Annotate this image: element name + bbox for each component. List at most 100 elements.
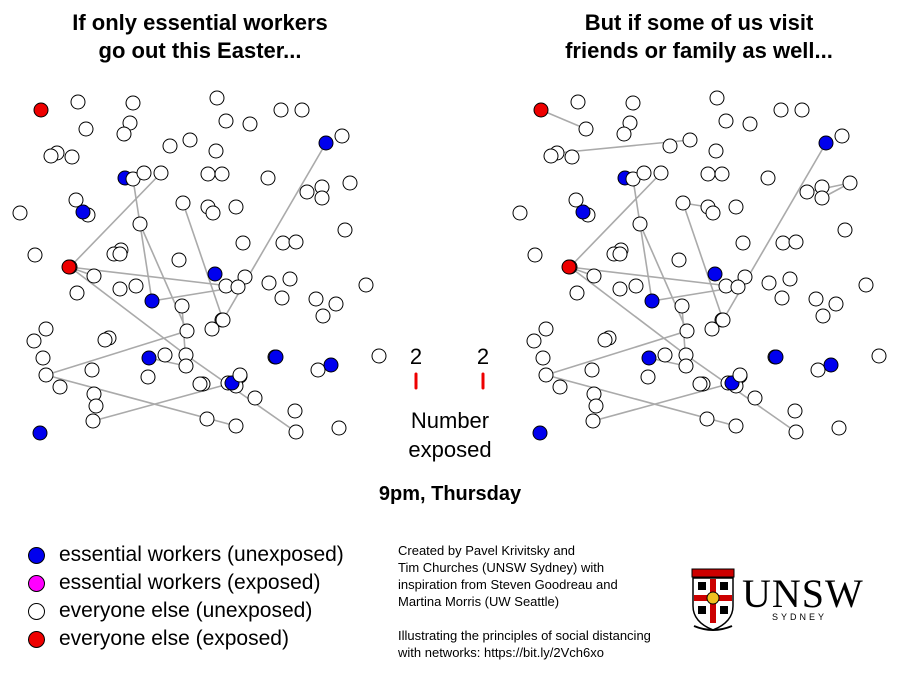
other-unexposed-node (788, 424, 804, 440)
credits-line: Illustrating the principles of social di… (398, 628, 651, 643)
contact-edge (540, 109, 587, 130)
other-unexposed-node (568, 192, 584, 208)
other-unexposed-node (728, 418, 744, 434)
other-unexposed-node (708, 143, 724, 159)
contact-edge (185, 354, 297, 433)
other-unexposed-node (287, 403, 303, 419)
essential-unexposed-node (768, 349, 784, 365)
other-unexposed-node (625, 95, 641, 111)
other-unexposed-node (273, 102, 289, 118)
other-unexposed-node (182, 132, 198, 148)
other-unexposed-node (730, 279, 746, 295)
contact-edge (69, 266, 187, 356)
other-unexposed-node (584, 362, 600, 378)
other-exposed-node (533, 102, 549, 118)
logo-wordmark: UNSW (742, 571, 864, 616)
credits-attribution: Created by Pavel Krivitsky and Tim Churc… (398, 542, 688, 610)
other-unexposed-node (208, 143, 224, 159)
other-unexposed-node (52, 379, 68, 395)
legend-item: essential workers (exposed) (28, 569, 344, 597)
essential-unexposed-node (707, 266, 723, 282)
other-unexposed-node (714, 166, 730, 182)
other-exposed-dot-icon (28, 630, 45, 648)
counter-label-line-1: Number (411, 408, 489, 433)
essential-unexposed-dot-icon (28, 546, 45, 564)
other-unexposed-node (328, 296, 344, 312)
other-unexposed-node (192, 376, 208, 392)
legend-label: essential workers (unexposed) (59, 543, 344, 566)
contact-edge (69, 172, 162, 268)
essential-unexposed-node (532, 425, 548, 441)
other-unexposed-node (597, 332, 613, 348)
other-unexposed-node (218, 113, 234, 129)
other-unexposed-node (230, 279, 246, 295)
left-count: 2 (410, 344, 422, 369)
other-unexposed-node (810, 362, 826, 378)
other-unexposed-node (728, 199, 744, 215)
legend-item: everyone else (unexposed) (28, 597, 344, 625)
other-unexposed-node (132, 216, 148, 232)
other-unexposed-node (43, 148, 59, 164)
essential-exposed-dot-icon (28, 574, 45, 592)
contact-edge (592, 382, 733, 422)
other-unexposed-node (653, 165, 669, 181)
other-unexposed-node (535, 350, 551, 366)
other-unexposed-node (128, 278, 144, 294)
contact-edge (682, 202, 724, 321)
other-unexposed-node (38, 367, 54, 383)
other-exposed-node (61, 259, 77, 275)
other-unexposed-node (288, 424, 304, 440)
other-unexposed-node (85, 413, 101, 429)
other-unexposed-node (232, 367, 248, 383)
other-unexposed-node (247, 390, 263, 406)
credits: Created by Pavel Krivitsky and Tim Churc… (398, 542, 688, 678)
left-title-line-1: If only essential workers (72, 10, 328, 35)
other-unexposed-node (718, 113, 734, 129)
other-unexposed-node (157, 347, 173, 363)
essential-unexposed-node (268, 349, 284, 365)
essential-unexposed-node (644, 293, 660, 309)
other-unexposed-node (794, 102, 810, 118)
other-unexposed-node (569, 285, 585, 301)
essential-unexposed-node (575, 204, 591, 220)
other-unexposed-node (282, 271, 298, 287)
other-unexposed-node (700, 166, 716, 182)
essential-unexposed-node (823, 357, 839, 373)
other-unexposed-node (125, 95, 141, 111)
other-unexposed-node (775, 235, 791, 251)
other-unexposed-node (699, 411, 715, 427)
other-unexposed-node (261, 275, 277, 291)
other-unexposed-node (70, 94, 86, 110)
other-unexposed-node (747, 390, 763, 406)
other-unexposed-node (315, 308, 331, 324)
other-unexposed-node (735, 235, 751, 251)
other-unexposed-node (578, 121, 594, 137)
other-unexposed-node (636, 165, 652, 181)
other-unexposed-node (310, 362, 326, 378)
other-unexposed-node (732, 367, 748, 383)
other-unexposed-node (235, 235, 251, 251)
other-unexposed-node (586, 268, 602, 284)
other-unexposed-node (27, 247, 43, 263)
other-unexposed-node (78, 121, 94, 137)
other-unexposed-node (709, 90, 725, 106)
other-unexposed-node (314, 190, 330, 206)
other-unexposed-node (308, 291, 324, 307)
other-unexposed-node (162, 138, 178, 154)
other-unexposed-node (682, 132, 698, 148)
other-unexposed-node (831, 420, 847, 436)
other-unexposed-node (136, 165, 152, 181)
other-unexposed-node (704, 321, 720, 337)
contact-edge (139, 223, 188, 332)
other-unexposed-node (68, 192, 84, 208)
other-unexposed-node (612, 281, 628, 297)
other-unexposed-node (543, 148, 559, 164)
other-unexposed-node (662, 138, 678, 154)
right-panel: But if some of us visit friends or famil… (512, 10, 887, 441)
credits-link[interactable]: with networks: https://bit.ly/2Vch6xo (398, 645, 604, 660)
legend-item: essential workers (unexposed) (28, 541, 344, 569)
other-unexposed-node (200, 166, 216, 182)
other-unexposed-node (97, 332, 113, 348)
right-network (512, 90, 887, 441)
